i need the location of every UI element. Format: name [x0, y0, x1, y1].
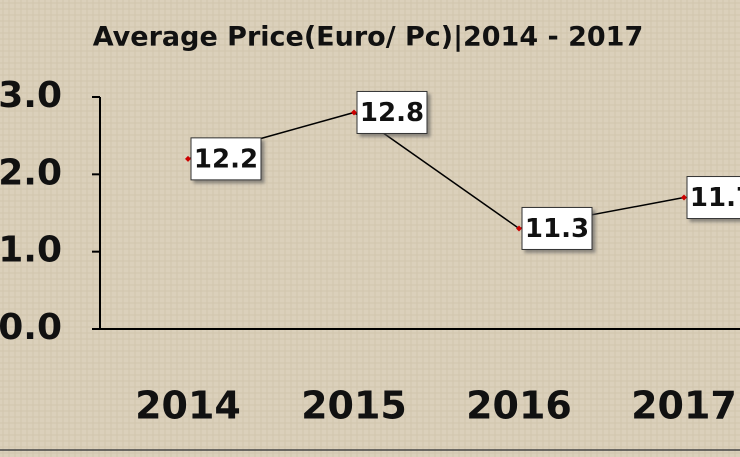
- data-label: 12.8: [360, 98, 424, 128]
- data-label: 12.2: [194, 144, 258, 174]
- line: [187, 111, 685, 230]
- marker: [185, 155, 191, 162]
- marker: [351, 109, 357, 116]
- data-label-box: [686, 176, 740, 220]
- data-label-box: [521, 206, 593, 250]
- data-label: 11.7: [690, 183, 740, 213]
- x-tick-label: 2015: [301, 384, 407, 428]
- marker: [681, 194, 687, 201]
- x-tick-label: 2014: [135, 384, 241, 428]
- data-label-box: [356, 90, 428, 134]
- chart-title: Average Price(Euro/ Pc)|2014 - 2017: [93, 22, 644, 53]
- data-label: 11.3: [525, 214, 589, 244]
- data-label-box: [190, 137, 262, 181]
- y-tick-label: 13.0: [0, 75, 62, 116]
- x-tick-label: 2017: [631, 384, 737, 428]
- y-tick-label: 12.0: [0, 152, 62, 193]
- y-tick-label: 11.0: [0, 230, 62, 271]
- x-tick-label: 2016: [466, 384, 572, 428]
- marker: [516, 225, 522, 232]
- y-tick-label: 10.0: [0, 307, 62, 348]
